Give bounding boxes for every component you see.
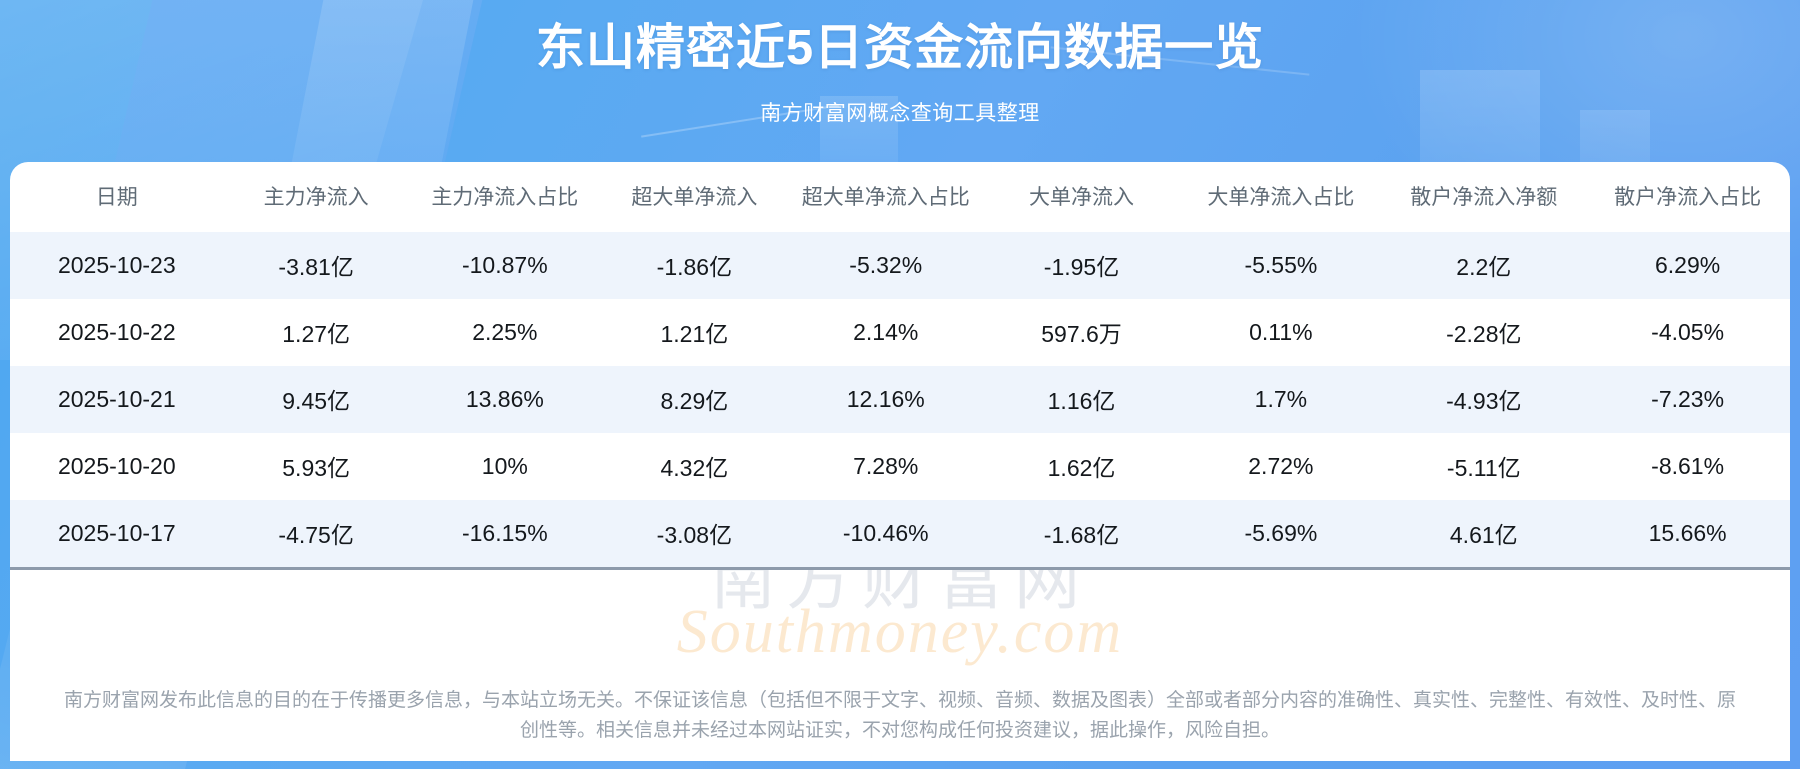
table-row: 2025-10-23 -3.81亿 -10.87% -1.86亿 -5.32% … [10, 231, 1790, 299]
cell-date: 2025-10-22 [57, 318, 176, 345]
table-row: 2025-10-17 -4.75亿 -16.15% -3.08亿 -10.46%… [10, 499, 1790, 570]
cell-super-large-net-inflow-ratio: -5.32% [787, 231, 984, 299]
cell-retail-net-inflow-ratio: -4.05% [1651, 318, 1725, 345]
column-header-main-net-inflow: 主力净流入 [263, 186, 369, 209]
column-header-retail-net-inflow-ratio: 散户净流入占比 [1614, 186, 1762, 209]
cell-super-large-net-inflow: 4.32亿 [660, 455, 729, 482]
cell-super-large-net-inflow: -3.08亿 [600, 499, 788, 570]
column-header-large-net-inflow: 大单净流入 [1029, 186, 1135, 209]
column-header-main-net-inflow-ratio: 主力净流入占比 [431, 186, 579, 209]
cell-retail-net-amount: 2.2亿 [1382, 231, 1586, 299]
cell-retail-net-amount: -2.28亿 [1446, 321, 1522, 348]
cell-super-large-net-inflow-ratio: 7.28% [853, 452, 919, 479]
column-header-super-large-net-inflow: 超大单净流入 [631, 186, 758, 209]
cell-large-net-inflow-ratio: -5.69% [1179, 499, 1383, 570]
column-header-retail-net-amount: 散户净流入净额 [1410, 186, 1558, 209]
table-header-row: 日期 主力净流入 主力净流入占比 超大单净流入 超大单净流入占比 大单净流入 大… [10, 162, 1790, 232]
cell-main-net-inflow-ratio: -16.15% [408, 499, 601, 570]
cell-super-large-net-inflow-ratio: -10.46% [787, 499, 984, 570]
cell-main-net-inflow-ratio: 13.86% [408, 365, 601, 433]
cell-main-net-inflow: 1.27亿 [282, 321, 351, 348]
cell-date: 2025-10-17 [10, 499, 224, 570]
page-title: 东山精密近5日资金流向数据一览 [535, 21, 1265, 75]
cell-main-net-inflow: -4.75亿 [223, 499, 409, 570]
cell-main-net-inflow-ratio: -10.87% [408, 231, 601, 299]
cell-retail-net-inflow-ratio: -7.23% [1585, 365, 1790, 433]
table-body: 2025-10-23 -3.81亿 -10.87% -1.86亿 -5.32% … [10, 231, 1790, 570]
column-header-large-net-inflow-ratio: 大单净流入占比 [1207, 186, 1355, 209]
column-header-date: 日期 [95, 186, 138, 209]
watermark-en-text: Southmoney.com [676, 598, 1124, 666]
cell-large-net-inflow: 1.62亿 [1047, 455, 1116, 482]
cell-super-large-net-inflow-ratio: 12.16% [787, 365, 984, 433]
cell-super-large-net-inflow: 8.29亿 [600, 365, 788, 433]
cell-retail-net-inflow-ratio: -8.61% [1651, 452, 1725, 479]
cell-retail-net-inflow-ratio: 15.66% [1585, 499, 1790, 570]
cell-retail-net-inflow-ratio: 6.29% [1585, 231, 1790, 299]
cell-retail-net-amount: 4.61亿 [1382, 499, 1586, 570]
disclaimer-text: 南方财富网发布此信息的目的在于传播更多信息，与本站立场无关。不保证该信息（包括但… [63, 690, 1736, 741]
cell-main-net-inflow-ratio: 2.25% [472, 318, 538, 345]
cell-large-net-inflow: -1.68亿 [983, 499, 1180, 570]
page-subtitle: 南方财富网概念查询工具整理 [760, 102, 1040, 126]
cell-main-net-inflow: 9.45亿 [223, 365, 409, 433]
cell-large-net-inflow-ratio: 0.11% [1249, 318, 1313, 345]
fund-flow-table: 日期 主力净流入 主力净流入占比 超大单净流入 超大单净流入占比 大单净流入 大… [10, 162, 1790, 570]
cell-main-net-inflow-ratio: 10% [481, 452, 528, 479]
table-row: 2025-10-22 1.27亿 2.25% 1.21亿 2.14% 597.6… [10, 299, 1790, 366]
cell-retail-net-amount: -5.11亿 [1446, 455, 1521, 482]
cell-date: 2025-10-23 [10, 231, 224, 299]
cell-main-net-inflow: -3.81亿 [223, 231, 409, 299]
table-row: 2025-10-20 5.93亿 10% 4.32亿 7.28% 1.62亿 2… [10, 433, 1790, 500]
cell-super-large-net-inflow: 1.21亿 [660, 321, 729, 348]
cell-retail-net-amount: -4.93亿 [1382, 365, 1586, 433]
cell-super-large-net-inflow: -1.86亿 [600, 231, 788, 299]
data-card: 南方财富网 Southmoney.com 日期 主力净流入 主力净流入占比 超大… [10, 162, 1790, 761]
cell-super-large-net-inflow-ratio: 2.14% [853, 318, 919, 345]
cell-large-net-inflow-ratio: 1.7% [1179, 365, 1383, 433]
cell-large-net-inflow-ratio: 2.72% [1248, 452, 1314, 479]
page-header: 东山精密近5日资金流向数据一览 南方财富网概念查询工具整理 [0, 0, 1800, 127]
table-head: 日期 主力净流入 主力净流入占比 超大单净流入 超大单净流入占比 大单净流入 大… [10, 162, 1790, 232]
cell-large-net-inflow: 1.16亿 [983, 365, 1180, 433]
cell-date: 2025-10-21 [10, 365, 224, 433]
cell-large-net-inflow: -1.95亿 [983, 231, 1180, 299]
cell-date: 2025-10-20 [57, 452, 176, 479]
cell-large-net-inflow: 597.6万 [1041, 321, 1122, 348]
column-header-super-large-net-inflow-ratio: 超大单净流入占比 [801, 186, 970, 209]
table-row: 2025-10-21 9.45亿 13.86% 8.29亿 12.16% 1.1… [10, 365, 1790, 433]
cell-main-net-inflow: 5.93亿 [282, 455, 351, 482]
cell-large-net-inflow-ratio: -5.55% [1179, 231, 1383, 299]
